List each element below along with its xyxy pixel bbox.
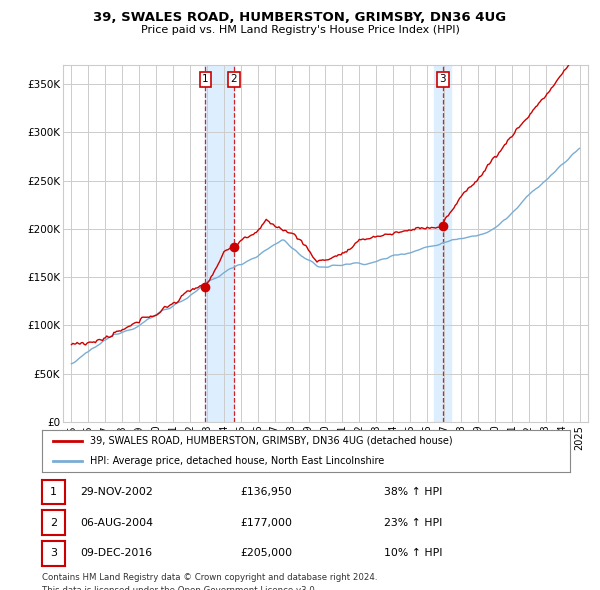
Text: £136,950: £136,950 bbox=[240, 487, 292, 497]
Text: 3: 3 bbox=[440, 74, 446, 84]
Text: 1: 1 bbox=[50, 487, 57, 497]
Text: 10% ↑ HPI: 10% ↑ HPI bbox=[384, 549, 443, 558]
Bar bbox=[434, 65, 451, 422]
Text: 06-AUG-2004: 06-AUG-2004 bbox=[80, 518, 153, 527]
Text: 38% ↑ HPI: 38% ↑ HPI bbox=[384, 487, 442, 497]
Text: 1: 1 bbox=[202, 74, 209, 84]
Text: 2: 2 bbox=[230, 74, 237, 84]
Text: 2: 2 bbox=[50, 518, 57, 527]
Text: This data is licensed under the Open Government Licence v3.0.: This data is licensed under the Open Gov… bbox=[42, 586, 317, 590]
Text: 3: 3 bbox=[50, 549, 57, 558]
Text: £205,000: £205,000 bbox=[240, 549, 292, 558]
Text: 23% ↑ HPI: 23% ↑ HPI bbox=[384, 518, 442, 527]
Text: £177,000: £177,000 bbox=[240, 518, 292, 527]
Text: HPI: Average price, detached house, North East Lincolnshire: HPI: Average price, detached house, Nort… bbox=[89, 455, 384, 466]
Text: Contains HM Land Registry data © Crown copyright and database right 2024.: Contains HM Land Registry data © Crown c… bbox=[42, 573, 377, 582]
Bar bbox=[205, 65, 234, 422]
Text: 29-NOV-2002: 29-NOV-2002 bbox=[80, 487, 152, 497]
Text: 09-DEC-2016: 09-DEC-2016 bbox=[80, 549, 152, 558]
Text: Price paid vs. HM Land Registry's House Price Index (HPI): Price paid vs. HM Land Registry's House … bbox=[140, 25, 460, 35]
Text: 39, SWALES ROAD, HUMBERSTON, GRIMSBY, DN36 4UG (detached house): 39, SWALES ROAD, HUMBERSTON, GRIMSBY, DN… bbox=[89, 436, 452, 446]
Text: 39, SWALES ROAD, HUMBERSTON, GRIMSBY, DN36 4UG: 39, SWALES ROAD, HUMBERSTON, GRIMSBY, DN… bbox=[94, 11, 506, 24]
